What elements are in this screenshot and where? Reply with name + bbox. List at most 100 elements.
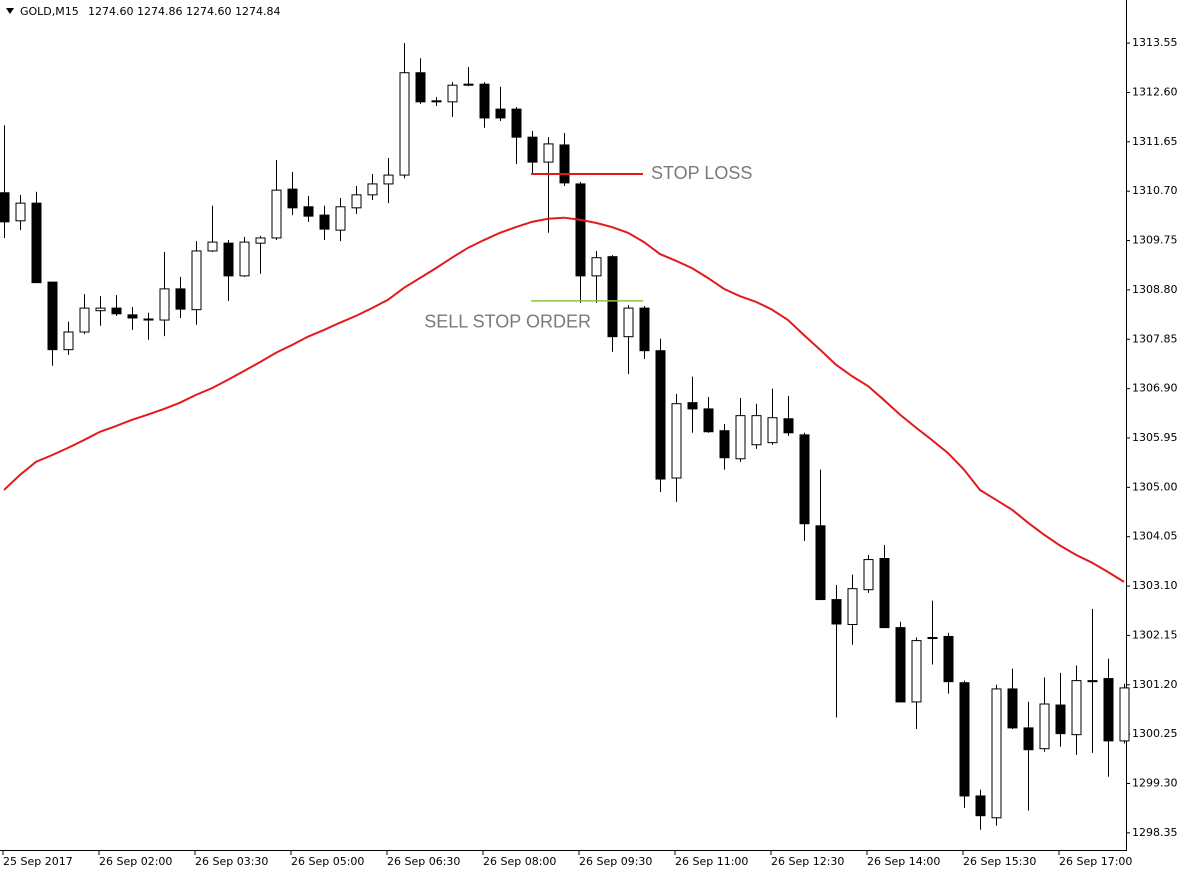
y-tick-label: 1312.60 [1132, 85, 1178, 98]
candle-body [495, 108, 506, 119]
candle-body [719, 430, 730, 459]
candle-body [527, 136, 538, 163]
y-tick-label: 1305.00 [1132, 480, 1178, 493]
x-tick-label: 26 Sep 14:00 [867, 855, 940, 868]
candle-body [143, 318, 154, 321]
candle-body [991, 688, 1002, 819]
candle-body [0, 192, 10, 223]
y-tick-label: 1308.80 [1132, 283, 1178, 296]
candle-body [319, 214, 330, 230]
candle-body [1023, 727, 1034, 751]
candle-body [479, 83, 490, 119]
candle-body [607, 256, 618, 338]
candle-body [735, 415, 746, 460]
candle-body [159, 288, 170, 321]
candle-body [79, 307, 90, 333]
x-tick-label: 25 Sep 2017 [3, 855, 73, 868]
candle-body [47, 281, 58, 351]
moving-average [3, 216, 1125, 583]
candle-body [879, 558, 890, 629]
candle-body [623, 307, 634, 338]
ohlc-text: 1274.60 1274.86 1274.60 1274.84 [88, 5, 280, 18]
candle-body [671, 403, 682, 479]
candle-body [95, 307, 106, 312]
candle-body [127, 314, 138, 319]
candle-body [927, 637, 938, 640]
candle-body [63, 331, 74, 351]
candle-body [367, 183, 378, 196]
candle-body [383, 174, 394, 185]
x-tick-label: 26 Sep 03:30 [195, 855, 268, 868]
candle-body [415, 72, 426, 103]
candle-body [639, 307, 650, 352]
candle-body [543, 143, 554, 163]
candle-body [943, 635, 954, 683]
candle-body [575, 183, 586, 277]
candle-body [799, 434, 810, 525]
candle-body [255, 237, 266, 244]
candle-body [1071, 680, 1082, 736]
candle-body [959, 682, 970, 797]
x-tick-label: 26 Sep 12:30 [771, 855, 844, 868]
candle-body [1007, 688, 1018, 729]
candle-body [1055, 704, 1066, 735]
annotation-label: STOP LOSS [651, 163, 752, 183]
x-tick-label: 26 Sep 02:00 [99, 855, 172, 868]
candle-body [783, 418, 794, 434]
candle-body [591, 257, 602, 277]
candle-body [1039, 703, 1050, 750]
x-tick-label: 26 Sep 05:00 [291, 855, 364, 868]
candle-body [1087, 680, 1098, 683]
y-tick-label: 1307.85 [1132, 332, 1178, 345]
y-tick-label: 1299.30 [1132, 776, 1178, 789]
candle-body [463, 83, 474, 86]
candle-body [239, 241, 250, 277]
symbol: GOLD,M15 [20, 5, 79, 18]
candle-body [975, 795, 986, 817]
candle-body [895, 627, 906, 703]
x-tick-label: 26 Sep 11:00 [675, 855, 748, 868]
y-tick-label: 1303.10 [1132, 579, 1178, 592]
menu-arrow[interactable] [6, 8, 14, 14]
candle-body [767, 417, 778, 444]
candle-body [687, 402, 698, 410]
candle-body [559, 144, 570, 184]
y-tick-label: 1305.95 [1132, 431, 1178, 444]
y-tick-label: 1306.90 [1132, 382, 1178, 395]
x-tick-label: 26 Sep 17:00 [1059, 855, 1132, 868]
candle-body [111, 307, 122, 315]
candle-body [1119, 687, 1130, 742]
candle-body [847, 588, 858, 626]
y-tick-label: 1310.70 [1132, 184, 1178, 197]
candle-body [703, 408, 714, 433]
y-tick-label: 1302.15 [1132, 628, 1178, 641]
candle-body [815, 525, 826, 601]
x-tick-label: 26 Sep 08:00 [483, 855, 556, 868]
candle-body [15, 202, 26, 222]
candle-body [335, 206, 346, 231]
y-tick-label: 1309.75 [1132, 234, 1178, 247]
candle-body [863, 559, 874, 591]
candle-body [655, 350, 666, 480]
candle-body [431, 100, 442, 103]
y-tick-label: 1298.35 [1132, 826, 1178, 839]
x-tick-label: 26 Sep 06:30 [387, 855, 460, 868]
y-tick-label: 1313.55 [1132, 36, 1178, 49]
candle-body [303, 206, 314, 217]
candle-body [287, 188, 298, 209]
candle-body [911, 640, 922, 703]
candle-body [351, 194, 362, 209]
candle-body [175, 288, 186, 310]
candle-body [191, 250, 202, 311]
x-tick-label: 26 Sep 15:30 [963, 855, 1036, 868]
candle-body [831, 599, 842, 625]
candle-body [207, 241, 218, 252]
y-tick-label: 1300.25 [1132, 727, 1178, 740]
candle-body [751, 415, 762, 446]
candle-body [223, 242, 234, 277]
y-tick-label: 1304.05 [1132, 530, 1178, 543]
candle-body [271, 189, 282, 239]
candle-body [31, 202, 42, 284]
